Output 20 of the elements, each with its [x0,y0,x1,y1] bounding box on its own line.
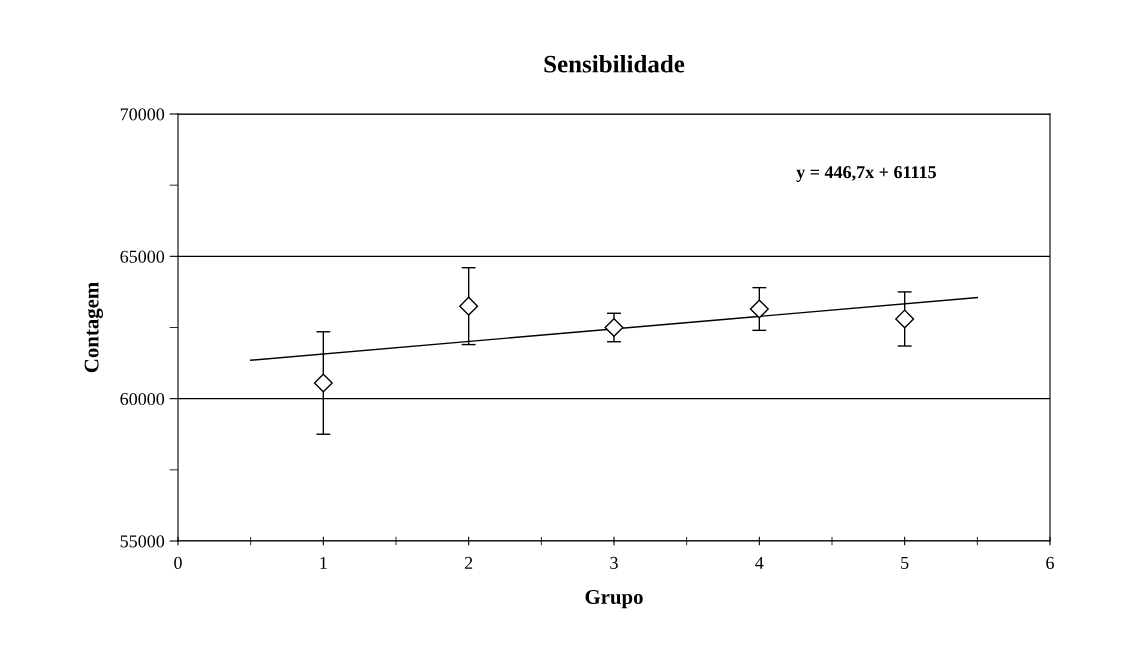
y-tick-label: 65000 [120,250,165,263]
chart-title: Sensibilidade [544,54,685,73]
x-tick-label: 1 [320,556,327,569]
x-tick-label: 4 [755,556,764,569]
y-tick-label: 55000 [120,535,165,548]
y-tick-label: 70000 [120,108,165,121]
x-tick-label: 5 [901,556,909,569]
point [459,296,479,316]
x-tick-label: 0 [174,556,182,569]
point [313,373,333,393]
point [604,317,624,338]
y-tick-label: 60000 [120,392,165,406]
x-tick-label: 2 [464,556,473,569]
point [895,309,915,329]
x-tick-label: 3 [610,556,618,569]
y-axis-title: Contagem [84,282,103,373]
annotation: y = 446,7x + 61115 [796,166,936,182]
x-axis-title: Grupo [585,589,643,609]
x-tick-label: 6 [1046,556,1054,569]
point [749,299,769,319]
